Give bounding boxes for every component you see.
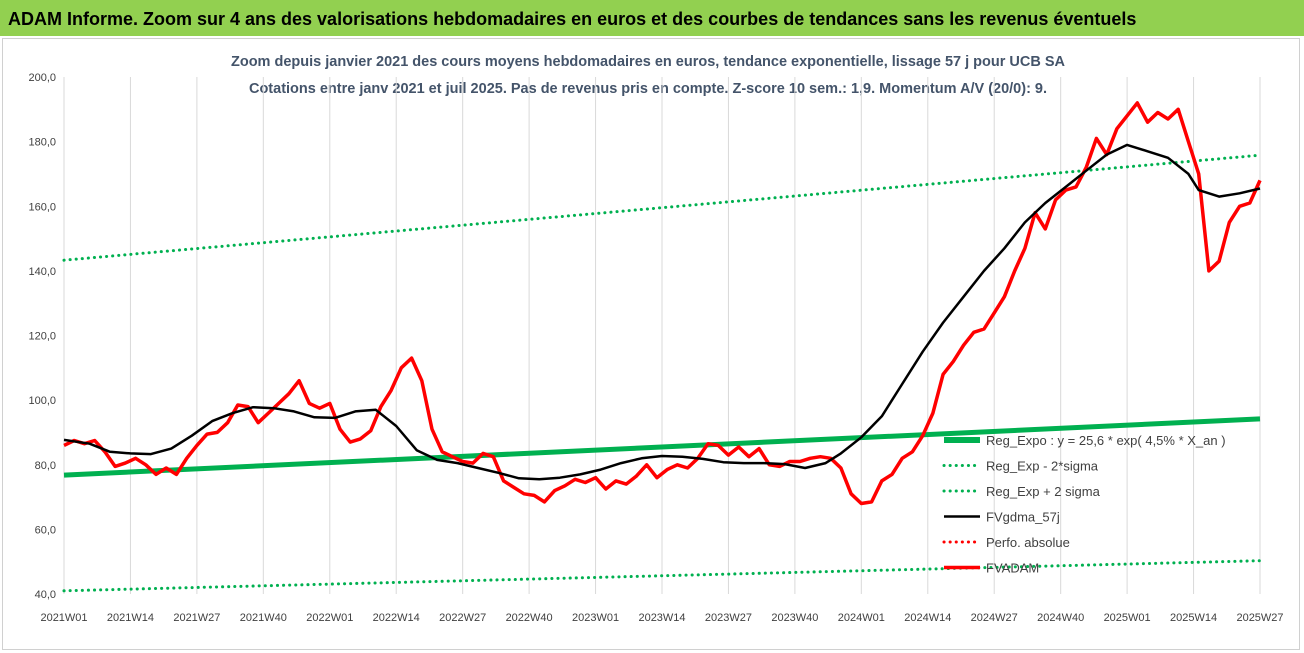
- y-tick-label: 40,0: [35, 589, 56, 601]
- legend-entry: FVADAM: [986, 561, 1039, 576]
- series-line-2: [62, 153, 1262, 262]
- x-tick-label: 2021W40: [240, 612, 287, 624]
- x-tick-label: 2025W01: [1104, 612, 1151, 624]
- x-tick-label: 2023W27: [705, 612, 752, 624]
- chart-subtitle: Cotations entre janv 2021 et juil 2025. …: [249, 81, 1047, 97]
- series-line-3: [63, 143, 1261, 481]
- series-group: [62, 101, 1262, 593]
- y-tick-label: 160,0: [28, 201, 56, 213]
- x-axis-ticks: 2021W01 2021W14 2021W27 2021W40 2022W01 2022W…: [40, 612, 1283, 624]
- y-tick-label: 100,0: [28, 395, 56, 407]
- y-tick-label: 180,0: [28, 137, 56, 149]
- x-tick-label: 2025W27: [1236, 612, 1283, 624]
- x-tick-label: 2021W27: [173, 612, 220, 624]
- series-line-0: [63, 416, 1261, 478]
- y-axis-ticks: 40,0 60,0 80,0 100,0 120,0 140,0 160,0 180,0 200…: [28, 72, 56, 601]
- x-tick-label: 2024W40: [1037, 612, 1084, 624]
- legend-entry: Reg_Expo : y = 25,6 * exp( 4,5% * X_an ): [986, 433, 1226, 448]
- legend-entry: Reg_Exp - 2*sigma: [986, 459, 1099, 474]
- x-tick-label: 2023W40: [771, 612, 818, 624]
- x-tick-label: 2024W14: [904, 612, 951, 624]
- banner-title: ADAM Informe. Zoom sur 4 ans des valoris…: [8, 9, 1137, 29]
- vertical-grid: [63, 77, 1261, 594]
- legend: Reg_Expo : y = 25,6 * exp( 4,5% * X_an )…: [942, 433, 1226, 576]
- x-tick-label: 2023W14: [638, 612, 685, 624]
- y-tick-label: 140,0: [28, 266, 56, 278]
- y-tick-label: 60,0: [35, 524, 56, 536]
- x-tick-label: 2025W14: [1170, 612, 1217, 624]
- x-tick-label: 2022W14: [373, 612, 420, 624]
- y-tick-label: 120,0: [28, 331, 56, 343]
- legend-entry: Reg_Exp + 2 sigma: [986, 484, 1101, 499]
- x-tick-label: 2024W01: [838, 612, 885, 624]
- x-tick-label: 2022W27: [439, 612, 486, 624]
- x-tick-label: 2024W27: [971, 612, 1018, 624]
- series-line-1: [62, 559, 1262, 593]
- report-banner: ADAM Informe. Zoom sur 4 ans des valoris…: [0, 0, 1304, 36]
- chart-frame: [2, 38, 1300, 650]
- x-tick-label: 2022W40: [506, 612, 553, 624]
- y-tick-label: 80,0: [35, 460, 56, 472]
- series-line-5: [63, 101, 1262, 506]
- y-tick-label: 200,0: [28, 72, 56, 84]
- x-tick-label: 2021W14: [107, 612, 154, 624]
- legend-entry: FVgdma_57j: [986, 510, 1060, 525]
- x-tick-label: 2023W01: [572, 612, 619, 624]
- legend-entry: Perfo. absolue: [986, 535, 1070, 550]
- x-tick-label: 2021W01: [40, 612, 87, 624]
- chart-title: Zoom depuis janvier 2021 des cours moyen…: [231, 54, 1066, 70]
- x-tick-label: 2022W01: [306, 612, 353, 624]
